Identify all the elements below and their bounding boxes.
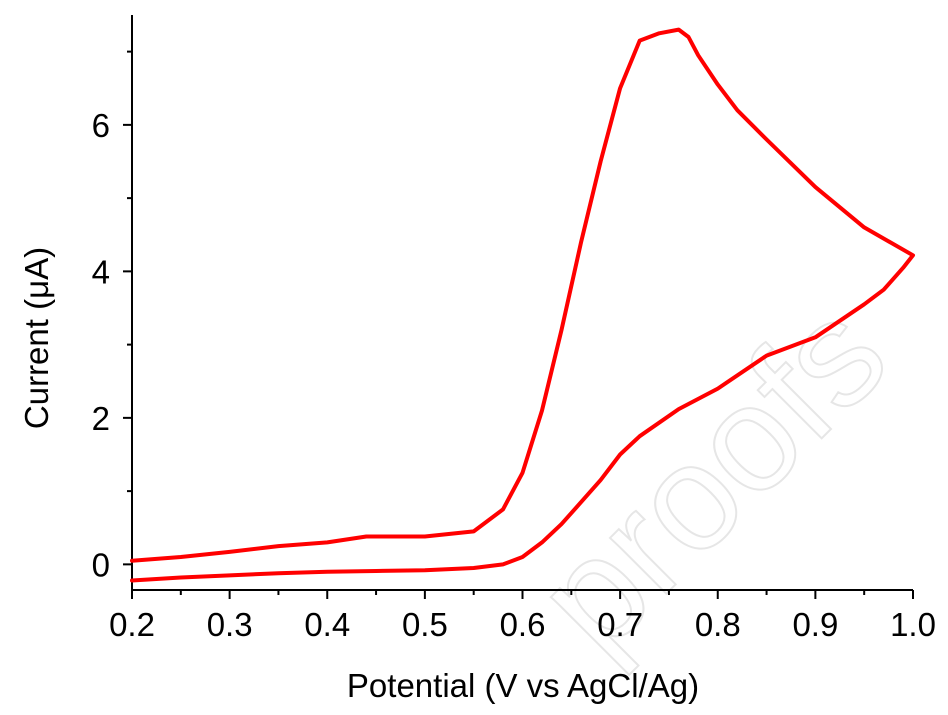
x-tick-label: 0.8 [695, 606, 741, 643]
y-tick-label: 4 [92, 253, 110, 290]
x-tick-labels: 0.2 0.3 0.4 0.5 0.6 0.7 0.8 0.9 1.0 [109, 606, 936, 643]
y-tick-label: 6 [92, 107, 110, 144]
axes-group [123, 15, 914, 599]
x-tick-label: 0.7 [597, 606, 643, 643]
y-tick-label: 2 [92, 400, 110, 437]
x-tick-label: 0.4 [304, 606, 350, 643]
current-potential-curve [130, 27, 915, 583]
x-tick-label: 0.9 [792, 606, 838, 643]
x-axis-title: Potential (V vs AgCl/Ag) [347, 667, 699, 704]
x-tick-label: 0.2 [109, 606, 155, 643]
x-tick-label: 0.3 [207, 606, 253, 643]
y-tick-label: 0 [92, 546, 110, 583]
x-tick-label: 0.5 [402, 606, 448, 643]
y-tick-labels: 0 2 4 6 [92, 107, 110, 583]
y-axis-title: Current (μA) [18, 247, 55, 429]
x-tick-label: 1.0 [890, 606, 936, 643]
x-tick-label: 0.6 [500, 606, 546, 643]
